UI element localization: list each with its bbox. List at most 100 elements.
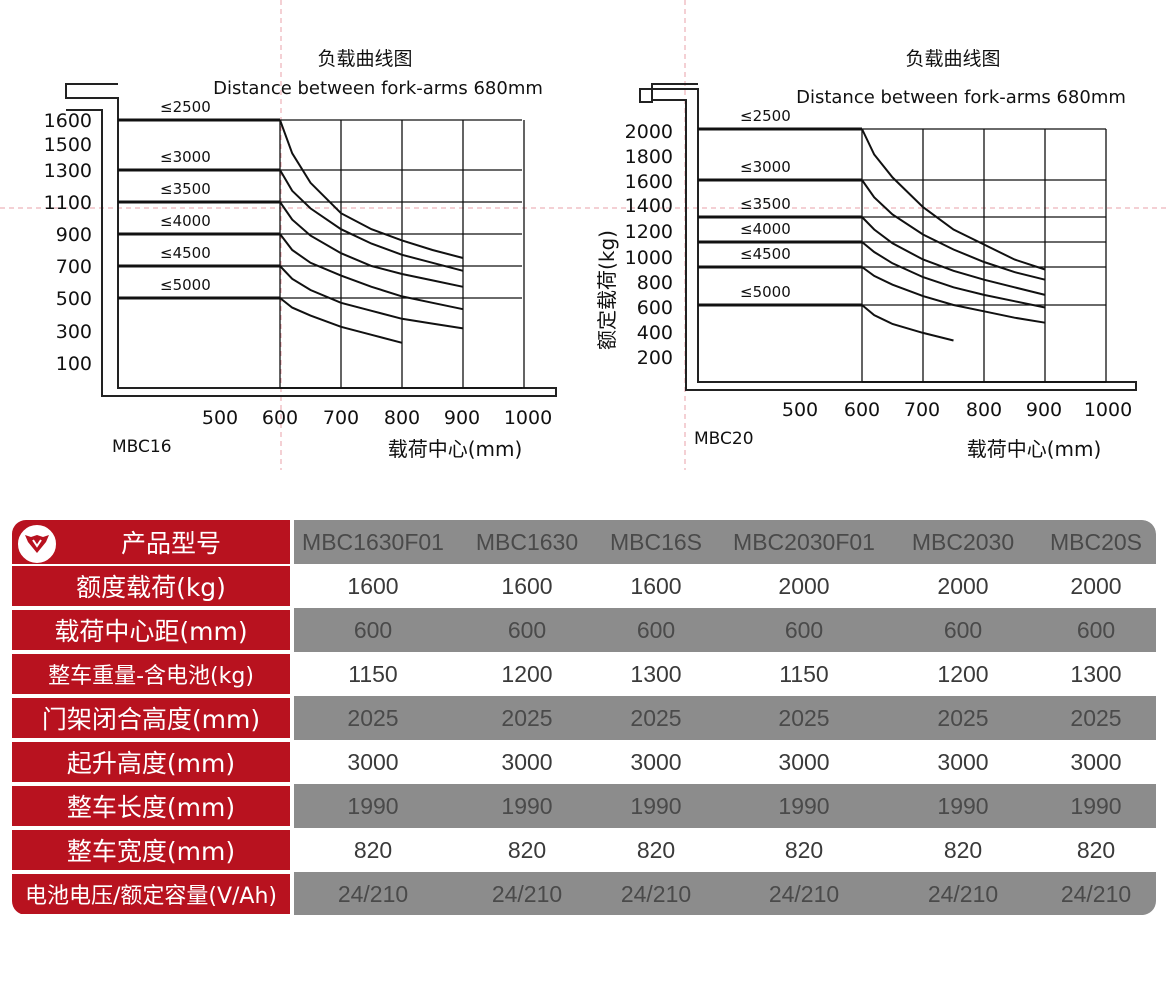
cell-value: 2025 xyxy=(501,705,553,731)
chart-subtitle: Distance between fork-arms 680mm xyxy=(796,87,1126,108)
chart-title: 负载曲线图 xyxy=(317,48,412,70)
model-name: MBC20S xyxy=(1049,529,1143,555)
y-tick-label: 200 xyxy=(637,347,673,369)
y-tick-label: 600 xyxy=(637,297,673,319)
y-tick-label: 400 xyxy=(637,322,673,344)
series-label: ≤3000 xyxy=(160,148,211,166)
table-frame: 产品型号 MBC1630F01 MBC1630 MBC16S MBC2030F0… xyxy=(12,520,1156,915)
capacity-curve xyxy=(861,216,1046,296)
cell-value: 2025 xyxy=(778,705,830,731)
x-tick-label: 500 xyxy=(782,399,818,421)
series-le3500: ≤3500 xyxy=(698,195,1046,296)
series-label: ≤5000 xyxy=(740,283,791,301)
model-label: MBC20 xyxy=(694,429,754,449)
cell-value: 3000 xyxy=(937,749,989,775)
fork-outline xyxy=(639,83,1137,391)
x-tick-label: 800 xyxy=(966,399,1002,421)
series-label: ≤4000 xyxy=(160,212,211,230)
series-le3000: ≤3000 xyxy=(698,158,1046,281)
table-row: 电池电压/额定容量(V/Ah) 24/210 24/210 24/210 24/210 2… xyxy=(12,872,1156,915)
cell-value: 3000 xyxy=(347,749,399,775)
cell-value: 600 xyxy=(943,617,983,643)
cell-value: 2025 xyxy=(1070,705,1122,731)
cell-value: 24/210 xyxy=(491,881,563,907)
cell-value: 1150 xyxy=(348,661,398,687)
chart-mbc16: 负载曲线图 Distance between fork-arms 680mm ≤… xyxy=(44,48,557,461)
row-values: 24/210 24/210 24/210 24/210 24/210 24/210 xyxy=(294,872,1156,915)
cell-value: 24/210 xyxy=(768,881,840,907)
cell-value: 600 xyxy=(636,617,676,643)
series-le2500: ≤2500 xyxy=(118,98,464,259)
cell-value: 24/210 xyxy=(927,881,999,907)
series-label: ≤4500 xyxy=(740,245,791,263)
cell-value: 24/210 xyxy=(1060,881,1132,907)
x-tick-label: 1000 xyxy=(504,407,552,429)
chart-title: 负载曲线图 xyxy=(905,48,1000,70)
cell-value: 820 xyxy=(943,837,983,863)
series-le4000: ≤4000 xyxy=(118,212,464,311)
spec-table: 产品型号 MBC1630F01 MBC1630 MBC16S MBC2030F0… xyxy=(12,520,1156,915)
y-tick-label: 2000 xyxy=(625,121,673,143)
series-label: ≤5000 xyxy=(160,276,211,294)
table-row: 整车长度(mm) 1990 1990 1990 1990 1990 1990 xyxy=(12,784,1156,828)
shield-wing-logo-icon xyxy=(16,523,58,564)
cell-value: 600 xyxy=(1076,617,1116,643)
row-label: 整车长度(mm) xyxy=(12,786,290,826)
capacity-curve xyxy=(279,265,464,330)
model-label: MBC16 xyxy=(112,437,172,457)
y-tick-label: 800 xyxy=(637,272,673,294)
series-label: ≤3000 xyxy=(740,158,791,176)
capacity-curve xyxy=(279,119,464,259)
cell-value: 600 xyxy=(507,617,547,643)
cell-value: 1990 xyxy=(937,793,989,819)
table-row: 起升高度(mm) 3000 3000 3000 3000 3000 3000 xyxy=(12,740,1156,784)
cell-value: 1300 xyxy=(630,661,682,687)
row-label: 额度载荷(kg) xyxy=(12,566,290,606)
capacity-curve xyxy=(861,266,1046,324)
cell-value: 24/210 xyxy=(620,881,692,907)
y-tick-label: 1200 xyxy=(625,221,673,243)
y-tick-label: 1500 xyxy=(44,134,92,156)
cell-value: 1600 xyxy=(630,573,682,599)
cell-value: 2025 xyxy=(937,705,989,731)
cell-value: 600 xyxy=(784,617,824,643)
model-cells: MBC1630F01 MBC1630 MBC16S MBC2030F01 MBC… xyxy=(294,520,1156,564)
row-label: 载荷中心距(mm) xyxy=(12,610,290,650)
cell-value: 3000 xyxy=(778,749,830,775)
series-le4500: ≤4500 xyxy=(698,245,1046,324)
model-name: MBC2030F01 xyxy=(733,529,875,555)
row-values: 820 820 820 820 820 820 xyxy=(294,828,1156,872)
capacity-curve xyxy=(861,128,1046,271)
cell-value: 1150 xyxy=(779,661,829,687)
y-tick-label: 1800 xyxy=(625,146,673,168)
cell-value: 24/210 xyxy=(337,881,409,907)
cell-value: 1990 xyxy=(501,793,553,819)
cell-value: 1600 xyxy=(347,573,399,599)
y-tick-label: 1400 xyxy=(625,195,673,217)
row-values: 1600 1600 1600 2000 2000 2000 xyxy=(294,564,1156,608)
series-le5000: ≤5000 xyxy=(118,276,403,344)
cell-value: 600 xyxy=(353,617,393,643)
y-tick-label: 300 xyxy=(56,321,92,343)
cell-value: 2025 xyxy=(347,705,399,731)
x-tick-label: 900 xyxy=(444,407,480,429)
table-row: 门架闭合高度(mm) 2025 2025 2025 2025 2025 2025 xyxy=(12,696,1156,740)
x-tick-label: 800 xyxy=(384,407,420,429)
capacity-curve xyxy=(279,169,464,272)
cell-value: 1990 xyxy=(778,793,830,819)
row-values: 3000 3000 3000 3000 3000 3000 xyxy=(294,740,1156,784)
model-name: MBC2030 xyxy=(911,529,1015,555)
series-label: ≤4000 xyxy=(740,220,791,238)
capacity-curve xyxy=(861,241,1046,309)
cell-value: 1990 xyxy=(630,793,682,819)
cell-value: 2000 xyxy=(937,573,989,599)
series-label: ≤4500 xyxy=(160,244,211,262)
series-label: ≤3500 xyxy=(160,180,211,198)
x-tick-label: 600 xyxy=(262,407,298,429)
y-tick-label: 1100 xyxy=(44,192,92,214)
row-values: 2025 2025 2025 2025 2025 2025 xyxy=(294,696,1156,740)
series-le3000: ≤3000 xyxy=(118,148,464,272)
x-tick-label: 500 xyxy=(202,407,238,429)
plot-grid xyxy=(861,128,1107,383)
model-name: MBC1630 xyxy=(475,529,579,555)
